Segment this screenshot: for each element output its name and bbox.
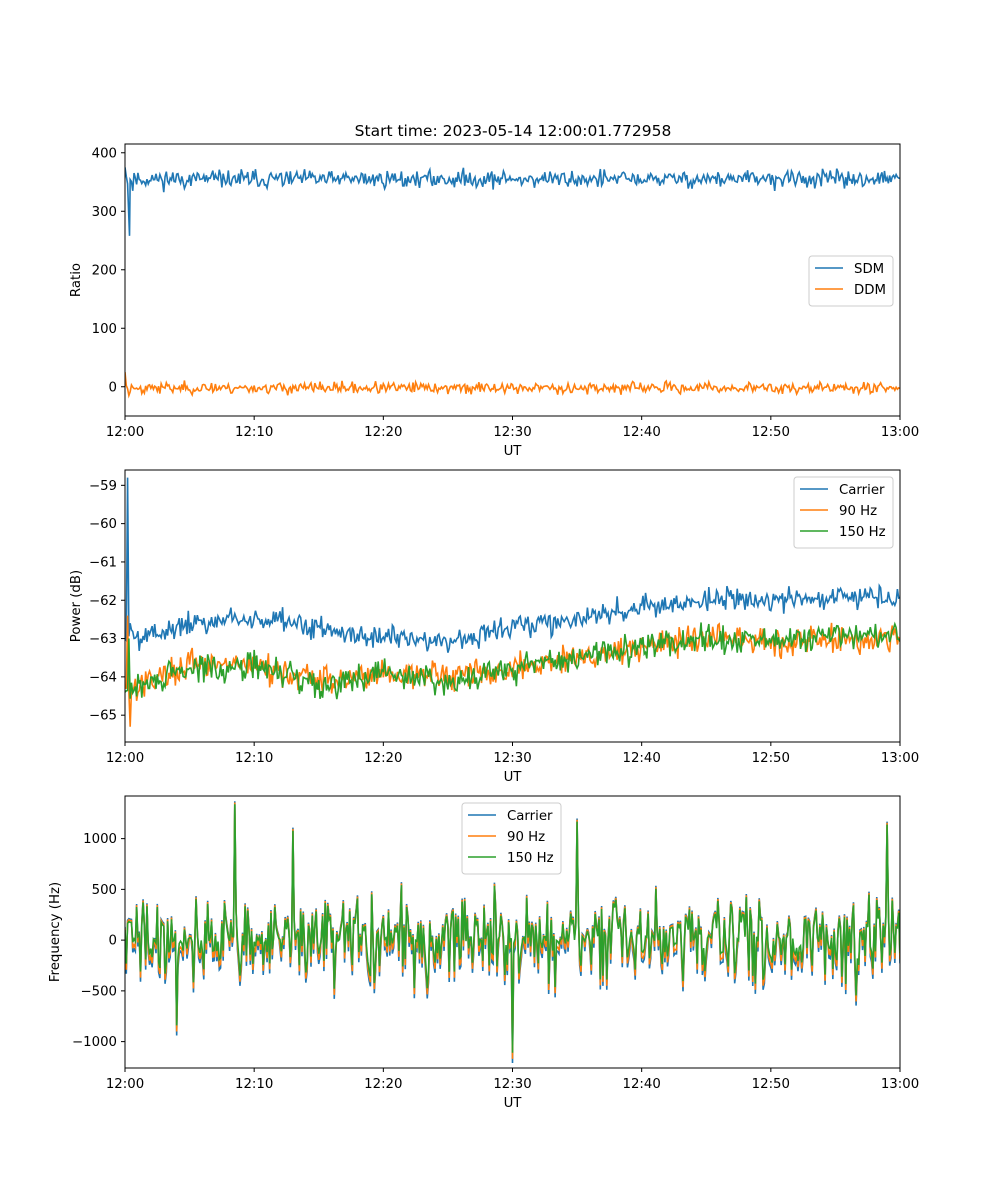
- series-line-90-hz: [125, 615, 900, 727]
- y-tick-label: −1000: [72, 1035, 117, 1050]
- y-tick-label: 1000: [83, 832, 117, 847]
- x-tick-label: 12:00: [106, 1077, 144, 1092]
- y-tick-label: 200: [92, 263, 117, 278]
- x-tick-label: 13:00: [881, 425, 919, 440]
- y-tick-label: 100: [92, 322, 117, 337]
- y-tick-label: −64: [89, 670, 117, 685]
- axes-frame: [124, 143, 901, 417]
- legend-label: 150 Hz: [507, 851, 554, 866]
- legend-label: Carrier: [507, 809, 553, 824]
- legend-label: 150 Hz: [839, 525, 886, 540]
- x-tick-label: 12:40: [623, 751, 661, 766]
- y-axis-label: Ratio: [69, 263, 84, 297]
- legend: Carrier 90 Hz 150 Hz: [461, 802, 562, 875]
- x-axis-label: UT: [504, 444, 523, 459]
- legend-label: SDM: [854, 262, 884, 277]
- x-tick-label: 13:00: [881, 751, 919, 766]
- y-tick-label: −65: [89, 709, 117, 724]
- x-tick-label: 12:10: [235, 1077, 273, 1092]
- y-tick-label: −61: [89, 555, 117, 570]
- y-axis-label: Frequency (Hz): [48, 882, 63, 982]
- legend: SDM DDM: [808, 255, 894, 307]
- series-line-carrier: [125, 477, 900, 653]
- y-tick-label: −59: [89, 479, 117, 494]
- x-tick-label: 12:30: [493, 751, 531, 766]
- y-tick-label: −500: [80, 984, 117, 999]
- figure-title: Start time: 2023-05-14 12:00:01.772958: [355, 122, 672, 140]
- legend-label: 90 Hz: [507, 830, 545, 845]
- x-tick-label: 12:10: [235, 425, 273, 440]
- y-tick-label: −62: [89, 594, 117, 609]
- y-axis-label: Power (dB): [69, 570, 84, 642]
- series-line-150-hz: [125, 804, 900, 1053]
- x-tick-label: 12:30: [493, 425, 531, 440]
- x-tick-label: 12:10: [235, 751, 273, 766]
- y-tick-label: 500: [92, 883, 117, 898]
- x-tick-label: 12:30: [493, 1077, 531, 1092]
- y-tick-label: −60: [89, 517, 117, 532]
- x-tick-label: 12:40: [623, 425, 661, 440]
- x-tick-label: 12:00: [106, 751, 144, 766]
- x-tick-label: 12:40: [623, 1077, 661, 1092]
- x-tick-label: 12:50: [752, 425, 790, 440]
- y-tick-label: 0: [109, 380, 117, 395]
- x-tick-label: 12:20: [364, 751, 402, 766]
- x-tick-label: 12:50: [752, 751, 790, 766]
- power-subplot: 12:00 12:10 12:20 12:30 12:40 12:50 13:00 −65 −6…: [69, 469, 919, 785]
- legend: Carrier 90 Hz 150 Hz: [793, 476, 894, 549]
- x-axis-label: UT: [504, 770, 523, 785]
- legend-label: DDM: [854, 283, 886, 298]
- y-tick-label: −63: [89, 632, 117, 647]
- x-tick-label: 12:20: [364, 1077, 402, 1092]
- y-tick-label: 0: [109, 934, 117, 949]
- ratio-subplot: 12:00 12:10 12:20 12:30 12:40 12:50 13:00 0 100 2…: [69, 143, 919, 459]
- x-tick-label: 13:00: [881, 1077, 919, 1092]
- y-tick-label: 400: [92, 146, 117, 161]
- series-line-sdm: [125, 166, 900, 236]
- legend-label: Carrier: [839, 483, 885, 498]
- series-line-ddm: [125, 372, 900, 399]
- series-line-150-hz: [125, 621, 900, 700]
- y-tick-label: 300: [92, 205, 117, 220]
- x-tick-label: 12:00: [106, 425, 144, 440]
- frequency-subplot: 12:00 12:10 12:20 12:30 12:40 12:50 13:00 −1000…: [48, 795, 919, 1111]
- x-tick-label: 12:50: [752, 1077, 790, 1092]
- x-axis-label: UT: [504, 1096, 523, 1111]
- legend-label: 90 Hz: [839, 504, 877, 519]
- x-tick-label: 12:20: [364, 425, 402, 440]
